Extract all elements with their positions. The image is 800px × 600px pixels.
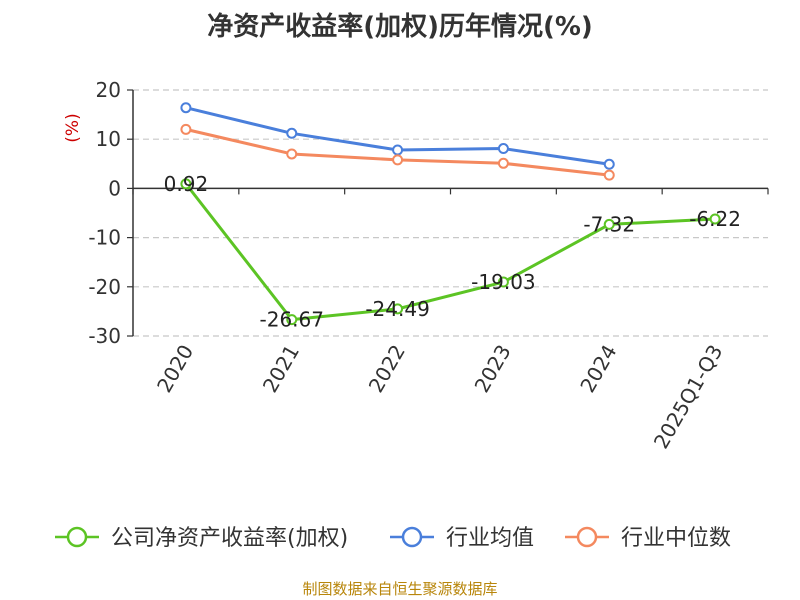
legend-label: 行业均值 [446,526,534,551]
legend-label: 公司净资产收益率(加权) [111,526,348,551]
y-tick-label: -20 [88,275,121,299]
grid-lines [133,89,768,337]
legend-swatch-marker [66,526,88,548]
data-point [392,144,404,156]
y-tick-label: 20 [96,78,121,102]
legend-swatch-marker [576,526,598,548]
data-label: -26.67 [260,308,324,332]
data-point [497,157,509,169]
data-point [603,218,615,230]
source-note: 制图数据来自恒生聚源数据库 [302,580,498,598]
series-line [184,182,716,322]
data-point [286,314,298,326]
series-lines [180,102,721,326]
y-tick-label: 0 [108,176,121,200]
x-tick-label: 2024 [575,341,621,397]
x-tick-label: 2021 [258,341,304,397]
data-point [603,158,615,170]
data-label: -24.49 [365,297,429,321]
legend-swatch-marker [401,526,423,548]
y-tick-label: -30 [88,324,121,348]
x-tick-label: 2025Q1-Q3 [649,341,728,453]
y-tick-label: -10 [88,226,121,250]
legend: 公司净资产收益率(加权) 行业均值 行业中位数 [55,526,731,551]
data-point [180,178,192,190]
x-tick-label: 2022 [364,341,410,397]
data-labels: 0.92 -26.67 -24.49 -19.03 -7.32 -6.22 [164,172,741,332]
x-tick-label: 2023 [470,340,516,396]
data-point [392,303,404,315]
x-tick-label: 2020 [152,341,198,397]
y-tick-label: 10 [96,127,121,151]
chart-title: 净资产收益率(加权)历年情况(%) [207,12,593,42]
data-point [603,169,615,181]
data-point [180,102,192,114]
data-label: -6.22 [689,207,741,231]
data-point [709,213,721,225]
axes: 20 10 0 -10 -20 -30 2020 2021 2022 2023 2024 2025Q1… [63,78,769,453]
data-point [497,143,509,155]
data-point [392,154,404,166]
legend-label: 行业中位数 [621,526,731,551]
data-label: -7.32 [583,212,635,236]
data-point [286,127,298,139]
y-axis-unit: (%) [63,113,83,142]
data-label: -19.03 [471,270,535,294]
data-label: 0.92 [164,172,209,196]
data-point [180,123,192,135]
data-point [497,276,509,288]
data-point [286,148,298,160]
